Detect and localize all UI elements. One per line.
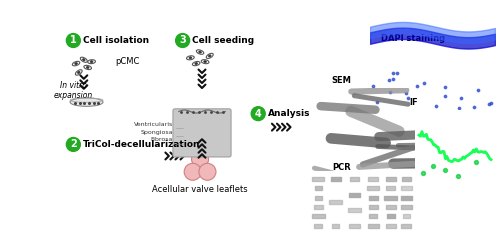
Circle shape	[251, 107, 265, 121]
Ellipse shape	[86, 66, 89, 69]
Ellipse shape	[78, 71, 80, 74]
Text: Fibrosa: Fibrosa	[150, 137, 173, 142]
Point	[389, 77, 397, 81]
Text: Cell seeding: Cell seeding	[192, 36, 254, 45]
Point	[470, 105, 478, 109]
Point	[368, 84, 376, 88]
Ellipse shape	[82, 59, 85, 61]
Point	[472, 160, 480, 164]
Point	[386, 78, 394, 81]
Text: DAPI staining: DAPI staining	[381, 34, 446, 43]
Ellipse shape	[74, 63, 78, 64]
Point	[432, 104, 440, 108]
Point	[388, 71, 396, 74]
Text: In vitro
expansion: In vitro expansion	[54, 81, 93, 100]
Text: Analysis: Analysis	[268, 109, 310, 118]
Text: SEM: SEM	[332, 76, 351, 85]
Ellipse shape	[189, 57, 192, 59]
Ellipse shape	[198, 51, 202, 53]
Text: pCMC: pCMC	[115, 57, 139, 66]
Text: Spongiosa: Spongiosa	[140, 130, 173, 135]
Text: Acellular valve leaflets: Acellular valve leaflets	[152, 185, 248, 194]
Circle shape	[66, 34, 80, 47]
Point	[458, 96, 466, 100]
Circle shape	[66, 138, 80, 151]
Circle shape	[176, 34, 190, 47]
Ellipse shape	[70, 98, 103, 106]
Point	[454, 106, 462, 110]
Point	[441, 94, 449, 97]
Text: PCR: PCR	[332, 163, 350, 172]
Point	[374, 100, 382, 104]
Point	[441, 85, 449, 89]
Ellipse shape	[195, 63, 198, 64]
Circle shape	[192, 151, 208, 168]
Text: 1: 1	[70, 35, 76, 45]
Point	[386, 90, 394, 94]
Text: 4: 4	[255, 109, 262, 119]
Point	[402, 91, 410, 95]
Ellipse shape	[90, 61, 93, 63]
Circle shape	[199, 163, 216, 180]
Point	[404, 96, 412, 100]
Text: TriCol-decellularization: TriCol-decellularization	[82, 140, 200, 149]
Ellipse shape	[204, 61, 206, 63]
Point	[428, 164, 436, 168]
FancyBboxPatch shape	[173, 109, 231, 157]
Ellipse shape	[208, 55, 211, 57]
Text: IF: IF	[409, 98, 418, 107]
Point	[487, 101, 495, 105]
Point	[454, 174, 462, 178]
Circle shape	[184, 163, 201, 180]
Text: Ventricularis: Ventricularis	[134, 122, 173, 127]
Point	[485, 102, 493, 106]
Text: Cell isolation: Cell isolation	[82, 36, 149, 45]
Text: 2: 2	[70, 139, 76, 149]
Point	[418, 171, 426, 175]
Point	[442, 168, 450, 172]
Text: 3: 3	[179, 35, 186, 45]
Point	[474, 88, 482, 92]
Point	[392, 71, 400, 75]
Point	[413, 84, 421, 88]
Point	[420, 82, 428, 85]
